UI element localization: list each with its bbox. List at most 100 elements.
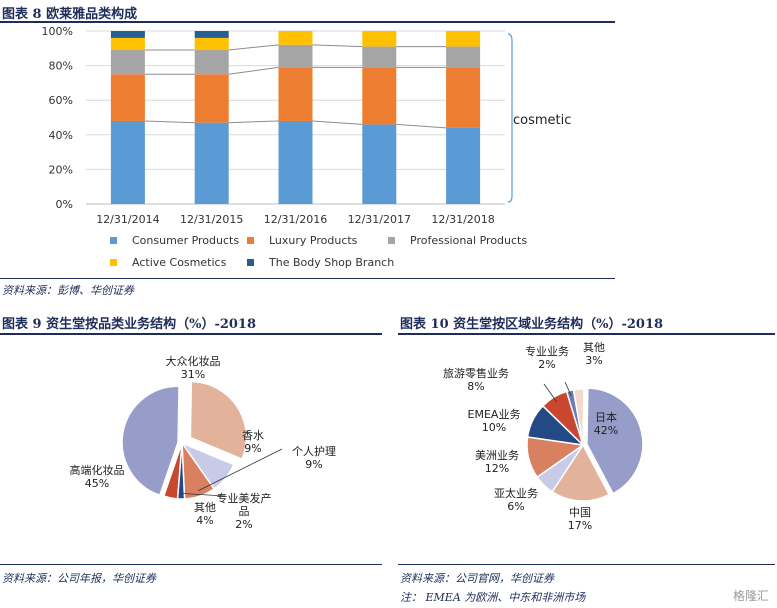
bar-segment bbox=[446, 67, 481, 128]
series-connector bbox=[312, 120, 363, 125]
bar-segment bbox=[194, 74, 229, 123]
bar-segment bbox=[110, 74, 145, 121]
series-connector bbox=[396, 123, 447, 129]
slice-value-label: 4% bbox=[196, 514, 213, 527]
fig9-source: 资料来源：公司年报，华创证券 bbox=[2, 572, 156, 585]
fig8-title: 图表 8 欧莱雅品类构成 bbox=[2, 7, 138, 22]
bar-segment bbox=[110, 120, 145, 204]
slice-value-label: 45% bbox=[85, 477, 109, 490]
bar-segment bbox=[110, 31, 145, 38]
slice-value-label: 10% bbox=[482, 421, 506, 434]
slice-name-label: 其他 bbox=[583, 341, 605, 354]
slice-name-label: EMEA业务 bbox=[468, 408, 521, 421]
bar-segment bbox=[362, 124, 397, 204]
stacked-bar-chart: 0% 20% 40% 60% 80% 100% 12/31/2014 12/31/2015 1… bbox=[42, 25, 572, 269]
fig10-note: 注： EMEA 为欧洲、中东和非洲市场 bbox=[400, 591, 586, 604]
series-connector bbox=[228, 44, 279, 51]
bar-segment bbox=[110, 37, 145, 51]
bar-segment bbox=[278, 67, 313, 121]
slice-name-label: 香水 bbox=[242, 429, 264, 442]
series-connector bbox=[144, 120, 195, 124]
pie-slice bbox=[121, 385, 180, 497]
watermark: 格隆汇 bbox=[732, 589, 769, 603]
leader-line bbox=[564, 381, 572, 397]
slice-value-label: 9% bbox=[305, 458, 322, 471]
legend-label: Professional Products bbox=[410, 234, 527, 247]
slice-name-label: 旅游零售业务 bbox=[443, 366, 509, 380]
slice-value-label: 6% bbox=[507, 500, 524, 513]
slice-value-label: 9% bbox=[244, 442, 261, 455]
bar-segment bbox=[362, 31, 397, 47]
slice-value-label: 42% bbox=[594, 424, 618, 437]
slice-value-label: 2% bbox=[235, 518, 252, 531]
bar-segment bbox=[194, 50, 229, 75]
y-tick-label: 60% bbox=[49, 94, 73, 107]
legend-swatch bbox=[247, 237, 254, 244]
slice-name-label: 其他 bbox=[194, 501, 216, 514]
series-connector bbox=[312, 44, 363, 48]
series-connector bbox=[228, 66, 279, 75]
slice-name-label: 品 bbox=[239, 505, 250, 518]
bar-segment bbox=[278, 31, 313, 45]
leader-line bbox=[198, 448, 283, 492]
legend-label: Luxury Products bbox=[269, 234, 358, 247]
bar-segment bbox=[446, 127, 481, 204]
bar-segment bbox=[278, 44, 313, 68]
slice-name-label: 中国 bbox=[569, 506, 591, 519]
fig10-title: 图表 10 资生堂按区域业务结构（%）-2018 bbox=[400, 317, 664, 332]
pie-slice bbox=[551, 443, 611, 502]
fig8-source-rule bbox=[0, 278, 615, 279]
y-tick-label: 20% bbox=[49, 163, 73, 176]
y-tick-label: 0% bbox=[56, 198, 73, 211]
fig9-title: 图表 9 资生堂按品类业务结构（%）-2018 bbox=[2, 317, 257, 332]
bar-segment bbox=[362, 67, 397, 125]
slice-value-label: 3% bbox=[585, 354, 602, 367]
x-tick-label: 12/31/2018 bbox=[431, 213, 494, 226]
legend-swatch bbox=[110, 237, 117, 244]
slice-value-label: 8% bbox=[467, 380, 484, 393]
fig10-source-rule bbox=[398, 564, 775, 565]
slice-name-label: 美洲业务 bbox=[475, 449, 519, 462]
legend-swatch bbox=[388, 237, 395, 244]
fig8-source: 资料来源：彭博、华创证券 bbox=[2, 284, 134, 297]
fig8-title-rule bbox=[0, 21, 615, 23]
legend-label: Active Cosmetics bbox=[132, 256, 227, 269]
slice-value-label: 12% bbox=[485, 462, 509, 475]
legend-swatch bbox=[247, 259, 254, 266]
bar-segment bbox=[446, 31, 481, 47]
slice-name-label: 专业业务 bbox=[525, 344, 569, 358]
cosmetic-bracket bbox=[507, 33, 513, 203]
fig9-source-rule bbox=[0, 564, 382, 565]
slice-name-label: 高端化妆品 bbox=[70, 463, 125, 477]
y-tick-label: 40% bbox=[49, 129, 73, 142]
fig9-title-rule bbox=[0, 333, 382, 335]
bar-segment bbox=[278, 120, 313, 204]
x-tick-label: 12/31/2017 bbox=[348, 213, 411, 226]
slice-value-label: 31% bbox=[181, 368, 205, 381]
pie-slice bbox=[586, 387, 644, 495]
x-tick-label: 12/31/2014 bbox=[96, 213, 159, 226]
cosmetic-annotation: cosmetic bbox=[513, 113, 571, 128]
bar-segment bbox=[194, 31, 229, 38]
legend-label: The Body Shop Branch bbox=[268, 256, 394, 269]
slice-name-label: 日本 bbox=[595, 410, 617, 424]
x-tick-label: 12/31/2016 bbox=[264, 213, 327, 226]
slice-value-label: 17% bbox=[568, 519, 592, 532]
leader-line bbox=[543, 383, 558, 403]
y-tick-label: 100% bbox=[42, 25, 73, 38]
slice-name-label: 亚太业务 bbox=[494, 487, 538, 500]
legend-swatch bbox=[110, 259, 117, 266]
slice-name-label: 专业美发产 bbox=[217, 491, 272, 505]
series-connector bbox=[228, 120, 279, 124]
bar-segment bbox=[194, 37, 229, 51]
legend-label: Consumer Products bbox=[132, 234, 239, 247]
x-tick-label: 12/31/2015 bbox=[180, 213, 243, 226]
fig10-title-rule bbox=[398, 333, 775, 335]
pie-slice bbox=[162, 442, 183, 500]
pie-slice bbox=[189, 380, 248, 461]
bar-segment bbox=[110, 50, 145, 75]
pie-slice bbox=[572, 388, 585, 446]
y-tick-label: 80% bbox=[49, 60, 73, 73]
